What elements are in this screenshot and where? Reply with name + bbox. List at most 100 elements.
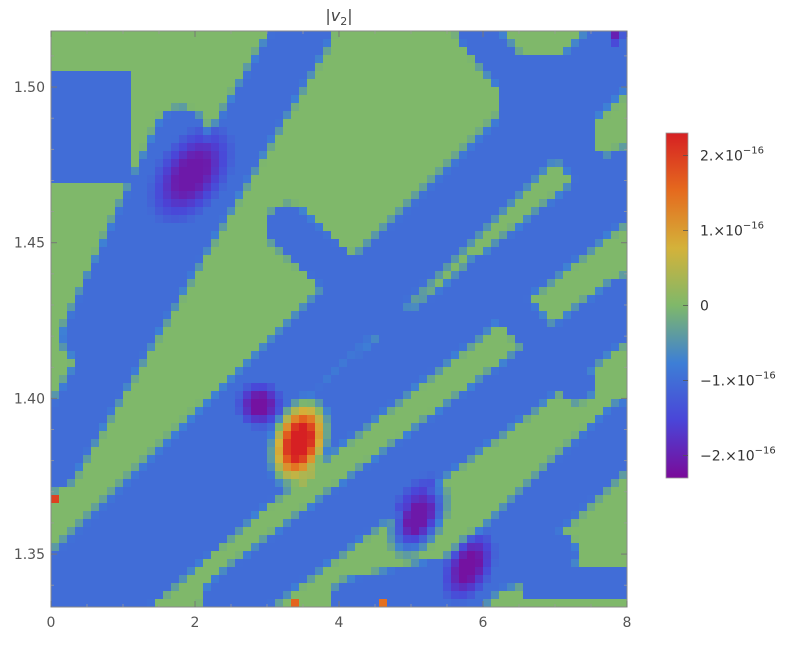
heat-cell xyxy=(131,95,140,104)
heat-cell xyxy=(51,423,60,432)
heat-cell xyxy=(595,343,604,352)
heat-cell xyxy=(387,407,396,416)
heat-cell xyxy=(99,335,108,344)
heat-cell xyxy=(451,119,460,128)
heat-cell xyxy=(155,479,164,488)
heat-cell xyxy=(291,239,300,248)
heat-cell xyxy=(283,215,292,224)
heat-cell xyxy=(507,47,516,56)
heat-cell xyxy=(595,463,604,472)
heat-cell xyxy=(387,31,396,40)
heat-cell xyxy=(227,159,236,168)
heat-cell xyxy=(131,143,140,152)
heat-cell xyxy=(91,543,100,552)
heat-cell xyxy=(187,215,196,224)
heat-cell xyxy=(555,287,564,296)
heat-cell xyxy=(59,263,68,272)
heat-cell xyxy=(403,503,412,512)
heat-cell xyxy=(539,207,548,216)
heat-cell xyxy=(99,255,108,264)
heat-cell xyxy=(595,183,604,192)
heat-cell xyxy=(435,295,444,304)
heat-cell xyxy=(459,439,468,448)
heat-cell xyxy=(203,455,212,464)
heat-cell xyxy=(459,367,468,376)
heat-cell xyxy=(435,327,444,336)
heat-cell xyxy=(187,551,196,560)
heat-cell xyxy=(155,519,164,528)
heat-cell xyxy=(115,287,124,296)
heat-cell xyxy=(107,119,116,128)
heat-cell xyxy=(523,407,532,416)
heat-cell xyxy=(139,263,148,272)
heat-cell xyxy=(75,543,84,552)
heat-cell xyxy=(579,31,588,40)
heat-cell xyxy=(331,455,340,464)
heat-cell xyxy=(227,151,236,160)
heat-cell xyxy=(459,47,468,56)
heat-cell xyxy=(419,63,428,72)
heat-cell xyxy=(275,391,284,400)
heat-cell xyxy=(171,175,180,184)
heat-cell xyxy=(203,135,212,144)
heat-cell xyxy=(131,183,140,192)
heat-cell xyxy=(555,351,564,360)
heat-cell xyxy=(563,399,572,408)
heat-cell xyxy=(379,199,388,208)
heat-cell xyxy=(563,199,572,208)
heat-cell xyxy=(403,319,412,328)
heat-cell xyxy=(83,327,92,336)
heat-cell xyxy=(283,239,292,248)
heat-cell xyxy=(211,231,220,240)
heat-cell xyxy=(347,575,356,584)
heat-cell xyxy=(363,47,372,56)
heat-cell xyxy=(147,463,156,472)
heat-cell xyxy=(531,159,540,168)
heat-cell xyxy=(339,191,348,200)
heat-cell xyxy=(155,591,164,600)
heat-cell xyxy=(67,415,76,424)
heat-cell xyxy=(59,167,68,176)
heat-cell xyxy=(91,279,100,288)
heat-cell xyxy=(99,423,108,432)
heat-cell xyxy=(595,55,604,64)
heat-cell xyxy=(427,599,436,607)
heat-cell xyxy=(579,599,588,607)
heat-cell xyxy=(499,135,508,144)
heat-cell xyxy=(267,71,276,80)
heat-cell xyxy=(563,511,572,520)
heat-cell xyxy=(419,215,428,224)
heat-cell xyxy=(571,343,580,352)
heat-cell xyxy=(387,295,396,304)
heat-cell xyxy=(371,231,380,240)
heat-cell xyxy=(107,151,116,160)
heat-cell xyxy=(499,391,508,400)
heat-cell xyxy=(339,167,348,176)
heat-cell xyxy=(171,583,180,592)
heat-cell xyxy=(59,95,68,104)
heat-cell xyxy=(219,271,228,280)
heat-cell xyxy=(227,431,236,440)
heat-cell xyxy=(187,479,196,488)
heat-cell xyxy=(547,391,556,400)
heat-cell xyxy=(547,311,556,320)
heat-cell xyxy=(283,279,292,288)
heat-cell xyxy=(259,575,268,584)
heat-cell xyxy=(243,567,252,576)
heat-cell xyxy=(331,95,340,104)
heat-cell xyxy=(563,311,572,320)
heat-cell xyxy=(603,223,612,232)
heat-cell xyxy=(403,471,412,480)
heat-cell xyxy=(99,47,108,56)
heat-cell xyxy=(243,311,252,320)
heat-cell xyxy=(531,207,540,216)
heat-cell xyxy=(459,359,468,368)
heat-cell xyxy=(107,343,116,352)
heat-cell xyxy=(475,207,484,216)
heat-cell xyxy=(147,527,156,536)
heat-cell xyxy=(139,119,148,128)
heat-cell xyxy=(475,375,484,384)
heat-cell xyxy=(155,191,164,200)
heat-cell xyxy=(99,143,108,152)
heat-cell xyxy=(291,407,300,416)
